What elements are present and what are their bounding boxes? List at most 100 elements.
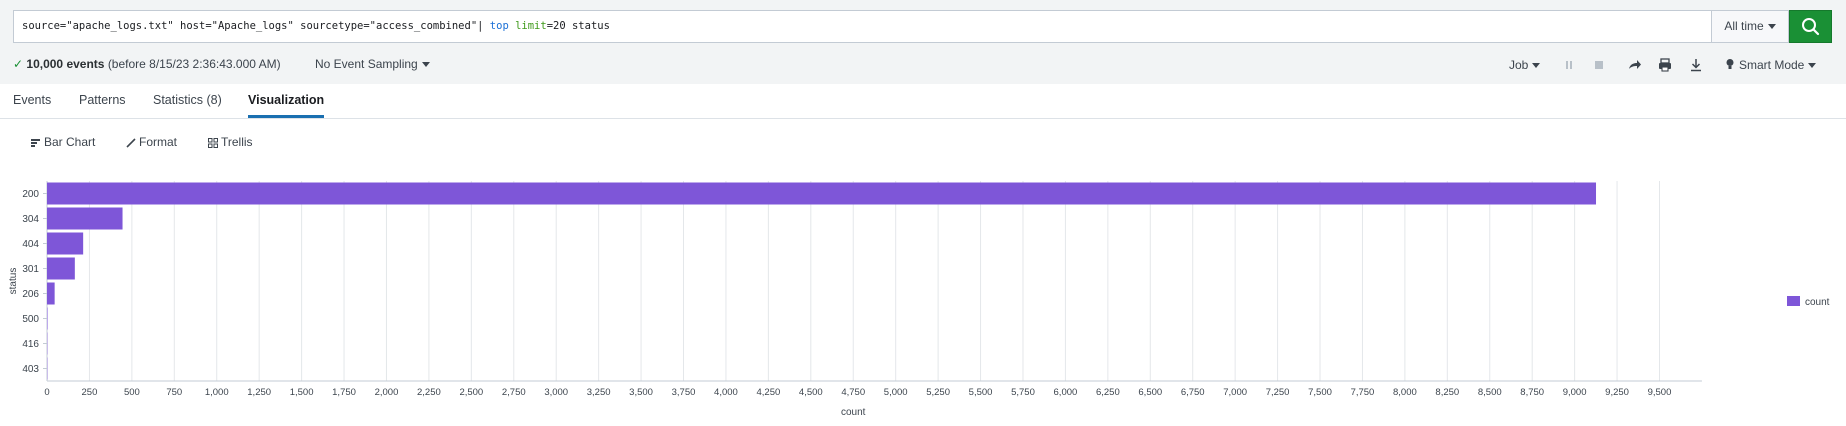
trellis-label: Trellis <box>221 135 253 149</box>
x-tick-label: 3,250 <box>587 387 611 398</box>
job-label: Job <box>1509 58 1528 72</box>
time-range-label: All time <box>1724 19 1763 33</box>
x-tick-label: 7,500 <box>1308 387 1332 398</box>
chevron-down-icon <box>1532 63 1540 68</box>
chevron-down-icon <box>422 62 430 67</box>
x-tick-label: 8,500 <box>1478 387 1502 398</box>
search-mode-label: Smart Mode <box>1739 58 1804 72</box>
x-tick-label: 2,500 <box>459 387 483 398</box>
events-count: 10,000 events <box>26 57 104 71</box>
chevron-down-icon <box>1768 24 1776 29</box>
x-tick-label: 1,250 <box>247 387 271 398</box>
x-tick-label: 7,000 <box>1223 387 1247 398</box>
query-token-plain: source="apache_logs.txt" host="Apache_lo… <box>22 20 490 32</box>
x-tick-label: 2,250 <box>417 387 441 398</box>
x-tick-label: 750 <box>166 387 182 398</box>
x-tick-label: 5,500 <box>969 387 993 398</box>
tab-events[interactable]: Events <box>13 84 51 116</box>
bar-304 <box>47 208 123 230</box>
x-tick-label: 8,750 <box>1520 387 1544 398</box>
share-icon[interactable] <box>1626 57 1642 73</box>
bar-chart-icon <box>31 138 41 148</box>
x-tick-label: 0 <box>44 387 49 398</box>
legend-item-count: count <box>1805 297 1829 308</box>
query-token-cmd: top <box>490 20 509 32</box>
x-tick-label: 4,000 <box>714 387 738 398</box>
x-tick-label: 6,000 <box>1054 387 1078 398</box>
tab-patterns[interactable]: Patterns <box>79 84 126 116</box>
results-tabs: Events Patterns Statistics (8) Visualiza… <box>0 84 1846 119</box>
tab-statistics[interactable]: Statistics (8) <box>153 84 222 116</box>
status-bar-chart: 0 250 500 750 1,000 1,250 1,500 1,750 2,000 2,250… <box>0 170 1846 426</box>
bar-500 <box>47 308 48 330</box>
bar-301 <box>47 258 75 280</box>
search-input[interactable]: source="apache_logs.txt" host="Apache_lo… <box>13 10 1711 43</box>
query-token-arg: limit <box>515 20 547 32</box>
format-button[interactable]: Format <box>126 132 177 152</box>
stop-icon[interactable] <box>1591 57 1607 73</box>
trellis-grid-icon <box>208 138 218 148</box>
y-tick-label: 403 <box>22 364 39 375</box>
export-icon[interactable] <box>1688 57 1704 73</box>
print-icon[interactable] <box>1657 57 1673 73</box>
y-tick-label: 301 <box>22 264 39 275</box>
event-sampling-dropdown[interactable]: No Event Sampling <box>315 54 430 74</box>
search-icon <box>1790 11 1831 42</box>
x-tick-label: 6,250 <box>1096 387 1120 398</box>
x-tick-label: 4,750 <box>841 387 865 398</box>
query-token-plain: =20 status <box>547 20 610 32</box>
x-tick-label: 8,250 <box>1435 387 1459 398</box>
x-tick-label: 3,750 <box>672 387 696 398</box>
x-tick-label: 500 <box>124 387 140 398</box>
x-tick-label: 8,000 <box>1393 387 1417 398</box>
x-tick-label: 7,750 <box>1351 387 1375 398</box>
y-tick-label: 206 <box>22 289 39 300</box>
bar-chart-button[interactable]: Bar Chart <box>31 132 95 152</box>
events-detail: (before 8/15/23 2:36:43.000 AM) <box>108 57 281 71</box>
lightbulb-icon <box>1725 58 1735 70</box>
y-tick-label: 404 <box>22 239 39 250</box>
x-axis-title: count <box>841 407 866 418</box>
x-tick-label: 9,000 <box>1563 387 1587 398</box>
x-tick-label: 250 <box>82 387 98 398</box>
x-tick-label: 3,500 <box>629 387 653 398</box>
x-tick-label: 1,500 <box>290 387 314 398</box>
y-axis-title: status <box>8 268 19 295</box>
x-tick-label: 1,750 <box>332 387 356 398</box>
x-tick-label: 5,750 <box>1011 387 1035 398</box>
x-tick-label: 5,250 <box>926 387 950 398</box>
x-tick-label: 6,750 <box>1181 387 1205 398</box>
sampling-label: No Event Sampling <box>315 57 418 71</box>
bar-206 <box>47 283 55 305</box>
bar-404 <box>47 233 83 255</box>
y-tick-label: 416 <box>22 339 39 350</box>
legend-swatch <box>1787 296 1800 306</box>
x-tick-label: 5,000 <box>884 387 908 398</box>
x-tick-label: 9,500 <box>1648 387 1672 398</box>
x-tick-label: 3,000 <box>544 387 568 398</box>
chart-legend[interactable]: count <box>1787 296 1829 308</box>
x-tick-label: 2,750 <box>502 387 526 398</box>
time-range-picker[interactable]: All time <box>1711 10 1789 43</box>
x-tick-label: 4,500 <box>799 387 823 398</box>
chevron-down-icon <box>1808 63 1816 68</box>
bar-chart-label: Bar Chart <box>44 135 95 149</box>
x-tick-label: 4,250 <box>756 387 780 398</box>
job-menu[interactable]: Job <box>1509 55 1540 75</box>
search-mode-dropdown[interactable]: Smart Mode <box>1725 55 1816 75</box>
pause-icon[interactable] <box>1561 57 1577 73</box>
bar-200 <box>47 183 1596 205</box>
pencil-icon <box>126 138 136 148</box>
x-tick-label: 7,250 <box>1266 387 1290 398</box>
x-tick-label: 6,500 <box>1138 387 1162 398</box>
y-tick-label: 200 <box>22 189 39 200</box>
x-tick-label: 2,000 <box>375 387 399 398</box>
x-tick-label: 9,250 <box>1605 387 1629 398</box>
tab-visualization[interactable]: Visualization <box>248 84 324 118</box>
y-tick-label: 500 <box>22 314 39 325</box>
y-tick-label: 304 <box>22 214 39 225</box>
event-status: ✓ 10,000 events (before 8/15/23 2:36:43.… <box>13 54 281 74</box>
search-button[interactable] <box>1789 10 1832 43</box>
trellis-button[interactable]: Trellis <box>208 132 253 152</box>
x-tick-label: 1,000 <box>205 387 229 398</box>
